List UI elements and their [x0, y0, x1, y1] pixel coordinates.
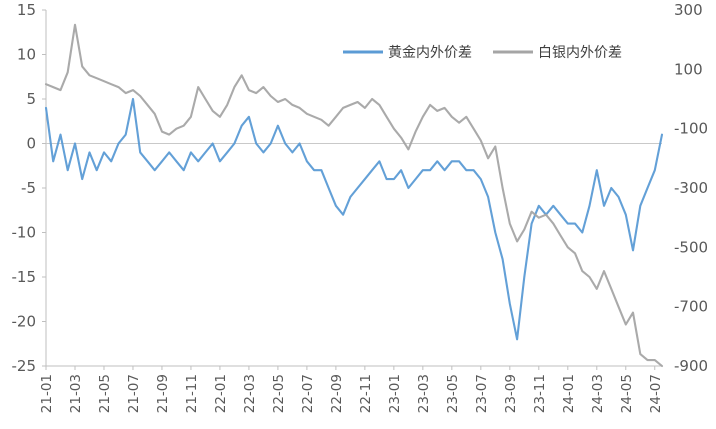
x-axis-tick-label: 22-01 [213, 374, 229, 413]
x-axis-tick-label: 23-01 [387, 374, 403, 413]
legend-label: 黄金内外价差 [388, 44, 472, 61]
x-axis-tick-label: 23-11 [532, 374, 548, 413]
left-axis-tick-label: -25 [12, 357, 37, 375]
x-axis-tick-label: 24-05 [619, 374, 635, 413]
left-axis-tick-label: 0 [26, 135, 36, 153]
right-axis-tick-label: -700 [674, 298, 708, 316]
x-axis-tick-label: 23-09 [503, 374, 519, 413]
series-line-gold [44, 97, 664, 341]
left-axis-tick-label: 15 [17, 1, 36, 19]
left-axis-tick-label: -20 [12, 313, 37, 331]
x-axis-tick-label: 22-03 [242, 374, 258, 413]
right-axis-tick-label: 100 [674, 60, 703, 78]
x-axis-tick-label: 24-01 [561, 374, 577, 413]
right-axis-tick-label: -500 [674, 238, 708, 256]
left-axis-tick-label: -5 [21, 179, 36, 197]
series-line-silver [44, 23, 664, 368]
x-axis-tick-label: 22-07 [300, 374, 316, 413]
right-axis-tick-label: -900 [674, 357, 708, 375]
legend-label: 白银内外价差 [538, 45, 622, 61]
x-axis-tick-label: 23-03 [416, 374, 432, 413]
x-axis-tick-label: 21-07 [126, 374, 142, 413]
x-axis-tick-label: 22-09 [329, 374, 345, 413]
x-axis-tick-label: 21-01 [39, 374, 55, 413]
x-axis-tick-label: 22-11 [358, 374, 374, 413]
x-axis-tick-label: 21-09 [155, 374, 171, 413]
x-axis-tick-label: 23-07 [474, 374, 490, 413]
x-axis-tick-label: 23-05 [445, 374, 461, 413]
right-axis-tick-label: -100 [674, 120, 708, 138]
left-axis-tick-label: 10 [17, 46, 36, 64]
right-axis-tick-label: -300 [674, 179, 708, 197]
x-axis-tick-label: 24-07 [648, 374, 664, 413]
x-axis-tick-label: 21-11 [184, 374, 200, 413]
x-axis-tick-label: 21-03 [68, 374, 84, 413]
x-axis-tick-label: 21-05 [97, 374, 113, 413]
x-axis-tick-label: 22-05 [271, 374, 287, 413]
left-axis-tick-label: -15 [12, 268, 37, 286]
x-axis-tick-label: 24-03 [590, 374, 606, 413]
left-axis-tick-label: 5 [26, 90, 36, 108]
left-axis-tick-label: -10 [12, 224, 37, 242]
right-axis-tick-label: 300 [674, 1, 703, 19]
